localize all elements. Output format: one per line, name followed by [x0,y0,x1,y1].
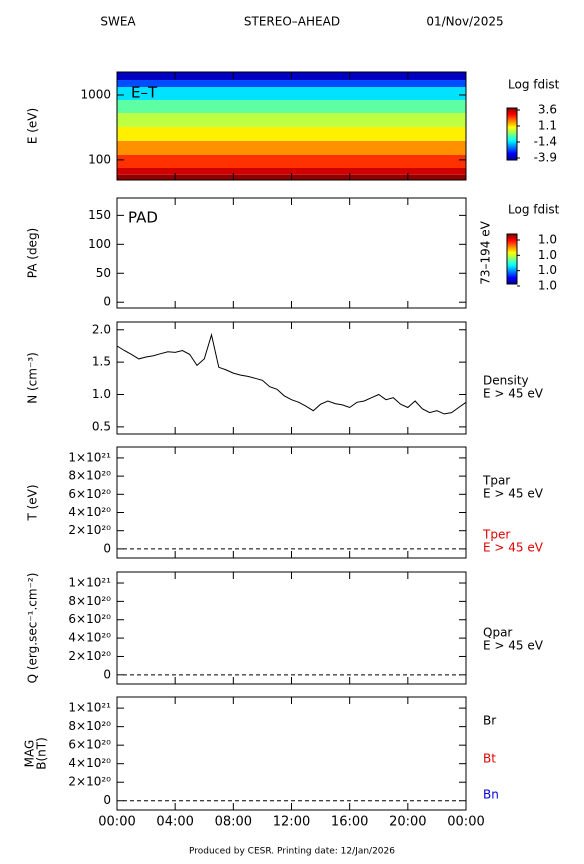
y-axis-label: N (cm⁻³) [26,352,40,404]
x-tick-label: 20:00 [389,815,426,830]
y-tick-label: 2×10²⁰ [68,649,111,663]
colorbar-title: Log fdist [508,78,560,92]
legend-label: Density [483,374,529,388]
y-tick-label: 100 [88,152,111,166]
colorbar-tick-label: 3.6 [538,103,557,117]
y-tick-label: 100 [88,237,111,251]
y-tick-label: 8×10²⁰ [68,719,111,733]
legend-energy: E > 45 eV [483,541,544,555]
spectrogram-band [117,168,466,175]
y-axis-label: MAG [23,740,37,768]
colorbar-tick-label: -1.4 [534,135,557,149]
y-tick-label: 8×10²⁰ [68,594,111,608]
y-tick-label: 6×10²⁰ [68,612,111,626]
y-tick-label: 8×10²⁰ [68,469,111,483]
panel-frame [116,197,467,309]
legend-energy: E > 45 eV [483,487,544,501]
footer: Produced by CESR. Printing date: 12/Jan/… [189,847,395,857]
y-axis-label: E (eV) [26,108,40,144]
legend-energy: E > 45 eV [483,639,544,653]
legend-label: Tpar [482,474,510,488]
y-tick-label: 0 [103,541,111,555]
panel-frame [116,446,467,559]
legend-label: Qpar [483,626,512,640]
colorbar-tick-label: 1.0 [538,279,557,293]
y-tick-label: 0 [103,793,111,807]
y-tick-label: 50 [96,266,111,280]
y-tick-label: 1×10²¹ [68,450,111,464]
y-axis-label: B(nT) [35,737,49,770]
y-tick-label: 0 [103,295,111,309]
x-tick-label: 04:00 [156,815,193,830]
x-tick-label: 00:00 [98,815,135,830]
spectrogram-band [117,126,466,141]
legend-label: Br [483,714,496,728]
legend-label: Tper [482,528,510,542]
y-tick-label: 2×10²⁰ [68,775,111,789]
colorbar [506,233,518,285]
colorbar-tick-label: -3.9 [534,151,557,165]
spectrogram-band [117,112,466,127]
y-tick-label: 0.5 [92,419,111,433]
data-line [116,332,467,415]
y-tick-label: 1.0 [92,387,111,401]
colorbar-tick-label: 1.0 [538,263,557,277]
y-tick-label: 4×10²⁰ [68,505,111,519]
spectrogram-band [117,99,466,113]
y-tick-label: 150 [88,208,111,222]
y-tick-label: 2.0 [92,322,111,336]
spectrogram-band [117,154,466,169]
y-tick-label: 4×10²⁰ [68,631,111,645]
colorbar-title: Log fdist [508,203,560,217]
spectrogram-band [117,79,466,88]
y-tick-label: 4×10²⁰ [68,756,111,770]
legend-energy: E > 45 eV [483,387,544,401]
legend-label: Bn [483,788,499,802]
y-tick-label: 6×10²⁰ [68,738,111,752]
y-tick-label: 2×10²⁰ [68,523,111,537]
energy-range-label: 73–194 eV [479,220,493,284]
panel-frame [116,571,467,685]
x-tick-label: 00:00 [447,815,484,830]
x-tick-label: 16:00 [331,815,368,830]
x-tick-label: 12:00 [273,815,310,830]
y-tick-label: 1000 [80,87,111,101]
y-tick-label: 1×10²¹ [68,701,111,715]
panel-label: E–T [131,84,158,102]
header-right: 01/Nov/2025 [426,15,503,29]
colorbar [506,107,518,161]
header-center: STEREO–AHEAD [244,15,340,29]
y-tick-label: 6×10²⁰ [68,487,111,501]
spectrogram-band [117,140,466,155]
colorbar-tick-label: 1.0 [538,248,557,262]
y-axis-label: Q (erg.sec⁻¹.cm⁻²) [26,573,40,684]
x-tick-label: 08:00 [215,815,252,830]
colorbar-tick-label: 1.1 [538,119,557,133]
y-tick-label: 1.5 [92,355,111,369]
y-axis-label: T (eV) [26,484,40,521]
colorbar-tick-label: 1.0 [538,233,557,247]
panel-frame [116,321,467,435]
y-axis-label: PA (deg) [26,228,40,278]
header-left: SWEA [100,15,136,29]
y-tick-label: 1×10²¹ [68,576,111,590]
panel-label: PAD [128,209,158,227]
legend-label: Bt [483,752,496,766]
y-tick-label: 0 [103,667,111,681]
panel-frame [116,696,467,811]
spectrogram-band [117,87,466,100]
